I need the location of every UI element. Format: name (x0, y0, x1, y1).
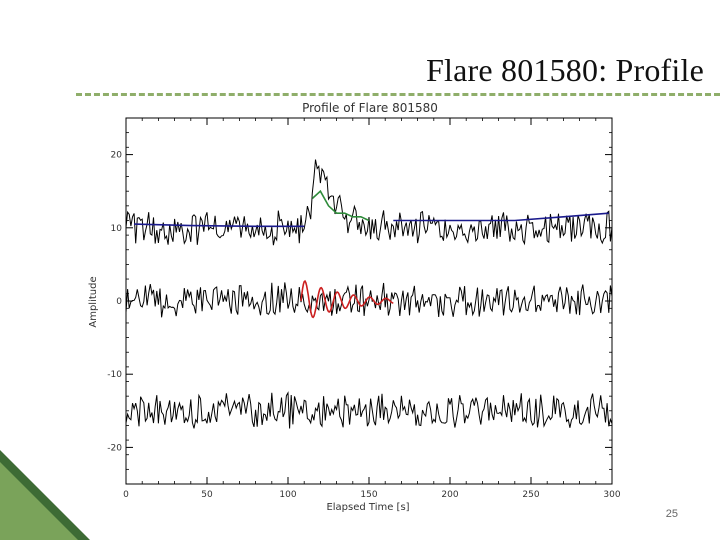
y-axis-label: Amplitude (88, 276, 99, 327)
x-tick-label: 300 (603, 490, 620, 500)
x-tick-label: 0 (123, 490, 129, 500)
x-tick-label: 200 (441, 490, 458, 500)
x-tick-label: 250 (522, 490, 539, 500)
y-tick-label: 0 (116, 297, 122, 307)
chart-title: Profile of Flare 801580 (302, 101, 438, 115)
y-tick-label: -20 (107, 443, 122, 453)
page-number: 25 (665, 508, 678, 520)
corner-triangle-decoration (0, 450, 90, 540)
background-fit-line (393, 212, 609, 222)
background-fit-line (134, 223, 305, 228)
residual-noise-line (125, 391, 613, 429)
x-tick-label: 100 (279, 490, 296, 500)
title-divider (76, 93, 720, 96)
x-tick-label: 150 (360, 490, 377, 500)
corner-triangle-light (0, 462, 78, 540)
x-tick-label: 50 (201, 490, 213, 500)
y-tick-label: 20 (111, 151, 123, 161)
x-axis-label: Elapsed Time [s] (326, 502, 409, 513)
y-tick-label: -10 (107, 370, 122, 380)
raw-light-curve-line (125, 159, 613, 246)
flare-fit-line (311, 189, 370, 222)
y-tick-label: 10 (111, 224, 123, 234)
slide-title: Flare 801580: Profile (426, 52, 704, 88)
detrended-residual-line (125, 282, 613, 318)
series-group (125, 159, 613, 429)
qpp-fit-line (300, 279, 394, 319)
